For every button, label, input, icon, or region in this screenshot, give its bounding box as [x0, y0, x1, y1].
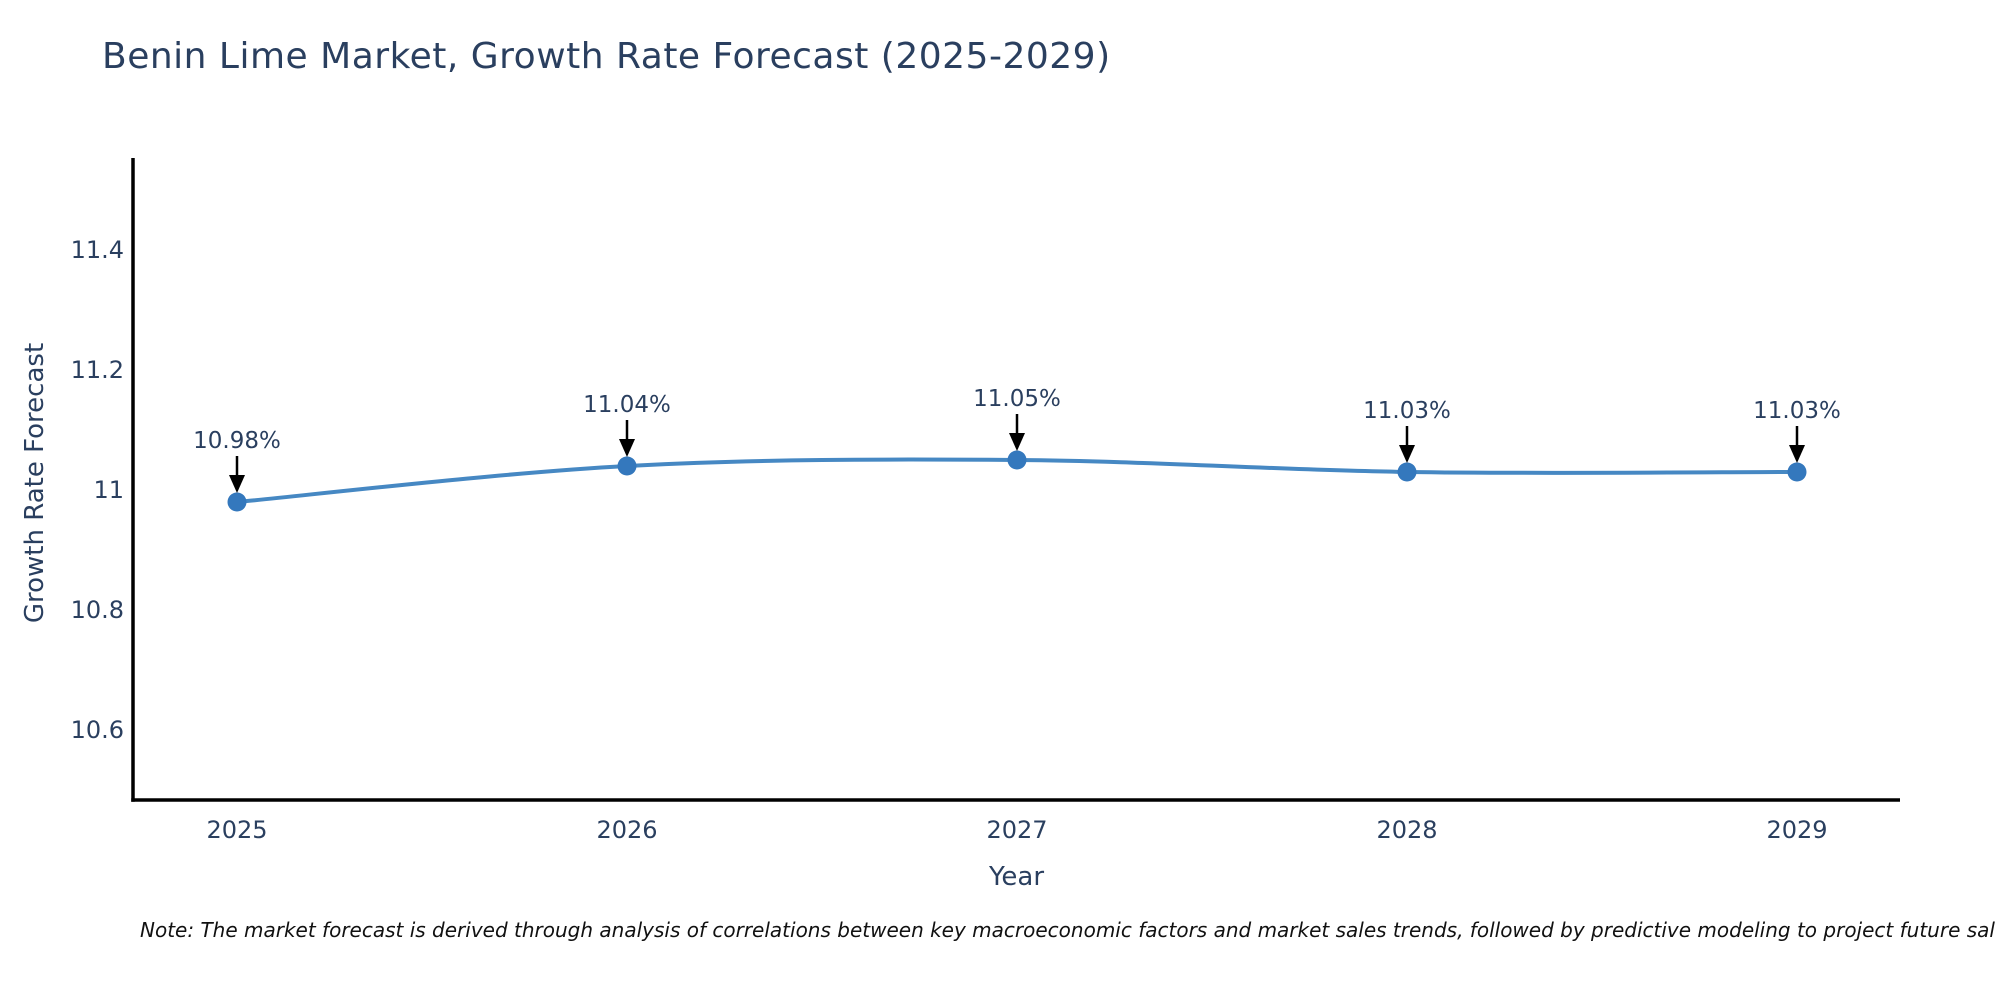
data-point-marker: [1397, 462, 1417, 482]
y-tick-label: 11: [93, 476, 124, 504]
annotation-label: 11.04%: [583, 392, 671, 418]
annotation-label: 11.05%: [973, 386, 1061, 412]
data-point-marker: [1007, 450, 1027, 470]
annotation-arrowhead: [1009, 433, 1025, 451]
y-tick-label: 11.2: [71, 356, 124, 384]
data-point-marker: [1787, 462, 1807, 482]
annotation-arrowhead: [619, 439, 635, 457]
data-point-marker: [617, 456, 637, 476]
data-point-marker: [227, 492, 247, 512]
x-tick-label: 2028: [1376, 816, 1437, 844]
annotation-label: 10.98%: [193, 428, 281, 454]
x-tick-label: 2025: [206, 816, 267, 844]
x-axis-title: Year: [988, 862, 1045, 892]
y-tick-label: 10.6: [71, 716, 124, 744]
footnote: Note: The market forecast is derived thr…: [140, 918, 1995, 942]
x-tick-label: 2027: [986, 816, 1047, 844]
y-tick-label: 11.4: [71, 236, 124, 264]
y-tick-label: 10.8: [71, 596, 124, 624]
annotation-label: 11.03%: [1753, 398, 1841, 424]
x-tick-label: 2026: [596, 816, 657, 844]
annotation-label: 11.03%: [1363, 398, 1451, 424]
x-tick-label: 2029: [1766, 816, 1827, 844]
annotation-arrowhead: [1399, 445, 1415, 463]
annotation-arrowhead: [1789, 445, 1805, 463]
annotation-arrowhead: [229, 475, 245, 493]
chart-title: Benin Lime Market, Growth Rate Forecast …: [102, 36, 1111, 77]
